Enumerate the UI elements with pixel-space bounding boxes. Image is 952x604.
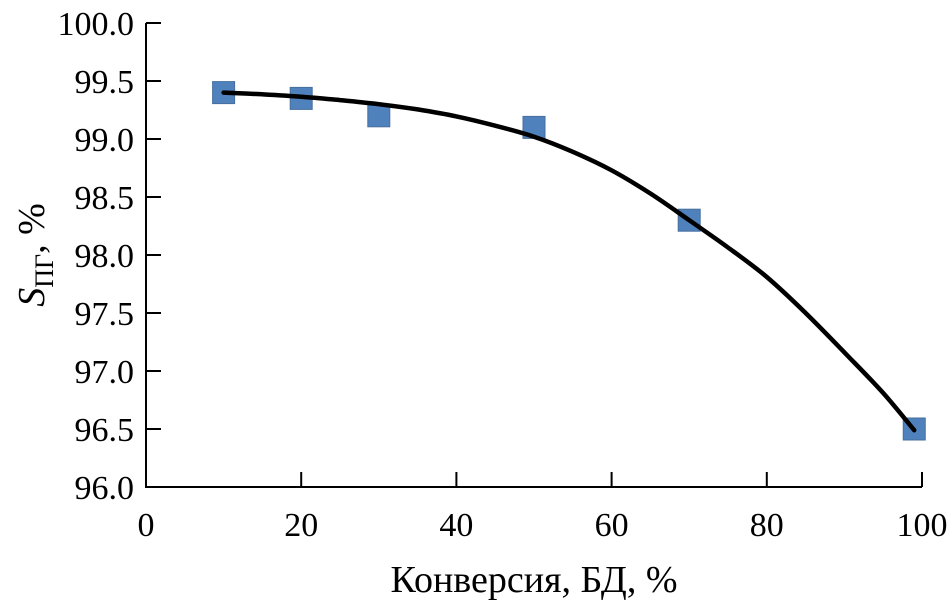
x-tick-label: 20 xyxy=(284,507,318,544)
data-point xyxy=(367,104,391,128)
y-tick-label: 99.5 xyxy=(75,64,135,101)
x-tick-label: 80 xyxy=(750,507,784,544)
y-tick-label: 99.0 xyxy=(75,122,135,159)
y-tick-label: 97.0 xyxy=(75,354,135,391)
y-axis-title-units: , % xyxy=(11,203,53,254)
x-tick-label: 100 xyxy=(897,507,948,544)
tick-marks-group xyxy=(145,22,923,488)
x-axis-title: Конверсия, БД, % xyxy=(390,559,677,601)
y-tick-label: 98.0 xyxy=(75,238,135,275)
x-tick-label: 40 xyxy=(439,507,473,544)
x-tick-label: 60 xyxy=(595,507,629,544)
y-tick-label: 96.5 xyxy=(75,412,135,449)
tick-labels-group: 96.0 96.5 97.0 97.5 98.0 98.5 99.0 99.5 100.0 0 20… xyxy=(58,6,948,544)
data-points-group xyxy=(212,81,926,441)
y-axis-title: SПГ, % xyxy=(11,203,59,306)
y-tick-label: 100.0 xyxy=(58,6,135,43)
trendline-group xyxy=(221,90,917,433)
y-tick-label: 97.5 xyxy=(75,296,135,333)
x-tick-label: 0 xyxy=(138,507,155,544)
y-tick-label: 98.5 xyxy=(75,180,135,217)
y-axis-title-subscript: ПГ xyxy=(30,254,59,288)
y-tick-label: 96.0 xyxy=(75,470,135,507)
y-axis-title-symbol: S xyxy=(11,288,53,307)
trendline-curve xyxy=(221,90,917,433)
